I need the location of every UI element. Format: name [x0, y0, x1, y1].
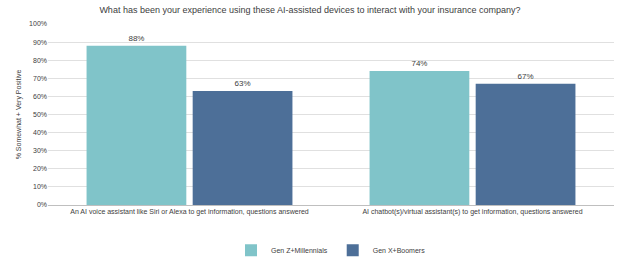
svg-text:20%: 20% [33, 165, 47, 172]
svg-text:90%: 90% [33, 39, 47, 46]
svg-text:70%: 70% [33, 75, 47, 82]
svg-text:Gen X+Boomers: Gen X+Boomers [373, 247, 425, 254]
svg-text:88%: 88% [128, 34, 144, 43]
svg-text:30%: 30% [33, 147, 47, 154]
svg-text:80%: 80% [33, 57, 47, 64]
svg-text:% Somewhat + Very Positive: % Somewhat + Very Positive [15, 70, 23, 160]
svg-text:10%: 10% [33, 183, 47, 190]
svg-text:Gen Z+Millennials: Gen Z+Millennials [271, 247, 328, 254]
svg-text:63%: 63% [235, 79, 251, 88]
svg-text:60%: 60% [33, 93, 47, 100]
svg-text:74%: 74% [411, 59, 427, 68]
svg-text:50%: 50% [33, 111, 47, 118]
svg-text:What has been your experience: What has been your experience using thes… [99, 5, 520, 15]
svg-text:0%: 0% [37, 201, 47, 208]
svg-text:100%: 100% [29, 20, 47, 27]
svg-text:AI chatbot(s)/virtual assistan: AI chatbot(s)/virtual assistant(s) to ge… [362, 208, 582, 216]
svg-text:40%: 40% [33, 129, 47, 136]
svg-text:67%: 67% [518, 72, 534, 81]
svg-text:An AI voice assistant like Sir: An AI voice assistant like Siri or Alexa… [70, 208, 309, 216]
